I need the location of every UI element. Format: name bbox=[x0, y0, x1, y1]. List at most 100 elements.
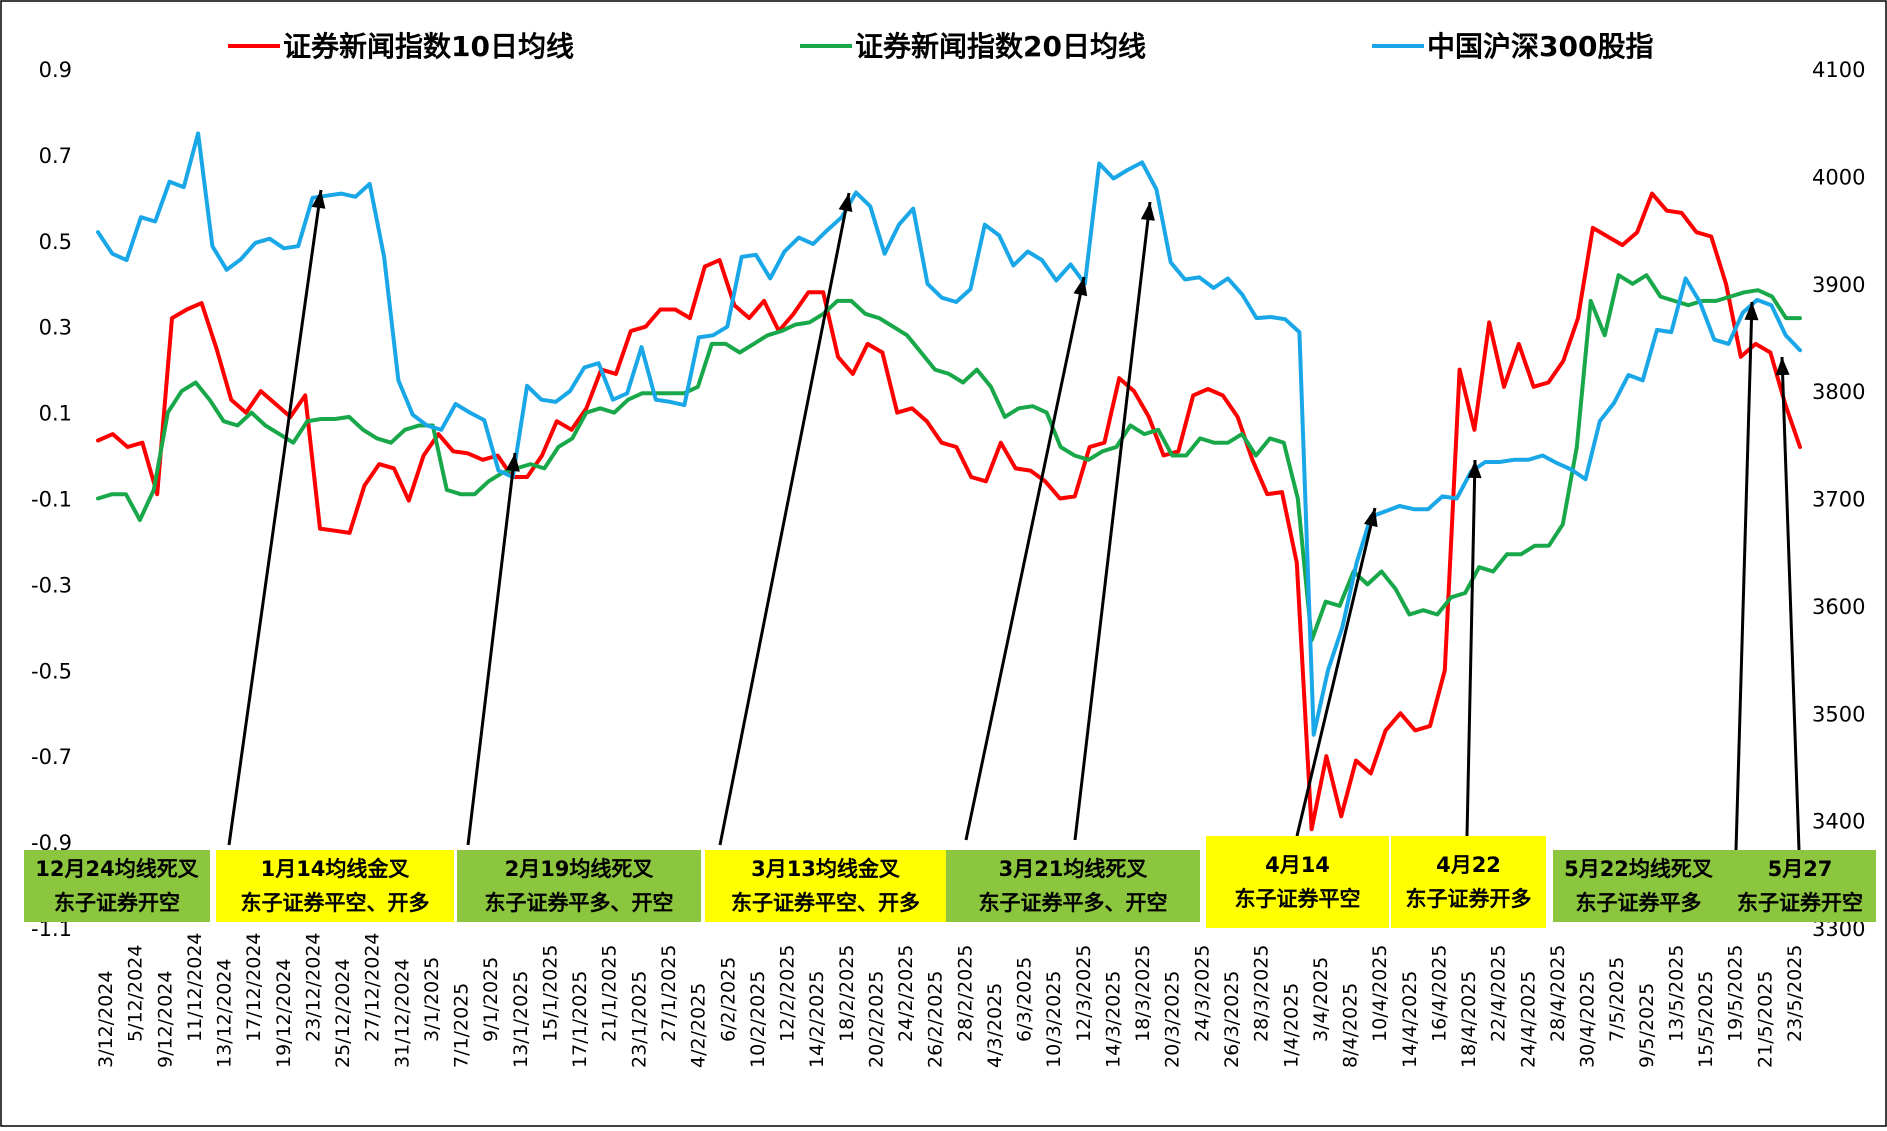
annotation-action: 东子证券开空 bbox=[1737, 891, 1863, 915]
x-tick-label: 14/4/2025 bbox=[1399, 971, 1421, 1068]
annotation-arrow bbox=[1734, 301, 1754, 851]
x-tick-label: 31/12/2024 bbox=[391, 958, 413, 1068]
series-line-1 bbox=[96, 273, 1802, 643]
x-tick-label: 12/2/2025 bbox=[777, 945, 799, 1042]
x-tick-label: 28/4/2025 bbox=[1547, 945, 1569, 1042]
annotation-action: 东子证券开空 bbox=[54, 891, 180, 915]
annotation-box-9: 5月27 东子证券开空 bbox=[1724, 850, 1876, 922]
left-tick-label: 0.9 bbox=[39, 58, 72, 82]
annotation-title: 3月13均线金叉 bbox=[751, 857, 900, 881]
x-tick-label: 23/5/2025 bbox=[1784, 945, 1806, 1042]
annotation-box-3: 2月19均线死叉 东子证券平多、开空 bbox=[457, 850, 701, 922]
left-tick-label: -0.5 bbox=[31, 659, 72, 683]
annotation-arrowhead bbox=[1744, 302, 1759, 321]
x-tick-label: 3/1/2025 bbox=[421, 957, 443, 1042]
x-tick-label: 15/5/2025 bbox=[1695, 971, 1717, 1068]
x-tick-label: 27/1/2025 bbox=[658, 945, 680, 1042]
left-tick-label: 0.7 bbox=[39, 144, 72, 168]
annotation-box-4: 3月13均线金叉 东子证券平空、开多 bbox=[705, 850, 946, 922]
annotation-arrowhead bbox=[1073, 277, 1088, 297]
x-tick-label: 18/3/2025 bbox=[1132, 945, 1154, 1042]
right-tick-label: 4100 bbox=[1812, 58, 1865, 82]
annotation-arrowhead bbox=[311, 190, 326, 209]
annotation-arrowhead bbox=[1140, 202, 1155, 221]
x-tick-label: 5/12/2024 bbox=[125, 945, 147, 1042]
x-tick-label: 4/2/2025 bbox=[688, 983, 710, 1068]
annotation-action: 东子证券平多、开空 bbox=[978, 891, 1168, 915]
right-tick-label: 3600 bbox=[1812, 595, 1865, 619]
plot-area bbox=[96, 131, 1802, 832]
x-tick-label: 24/2/2025 bbox=[895, 945, 917, 1042]
annotation-box-1: 12月24均线死叉 东子证券开空 bbox=[24, 850, 210, 922]
annotation-title: 5月27 bbox=[1767, 857, 1833, 881]
x-tick-label: 1/4/2025 bbox=[1280, 983, 1302, 1068]
annotation-title: 5月22均线死叉 bbox=[1564, 857, 1713, 881]
annotation-box-5: 3月21均线死叉 东子证券平多、开空 bbox=[946, 850, 1200, 922]
x-tick-label: 19/12/2024 bbox=[273, 958, 295, 1068]
left-tick-label: -0.3 bbox=[31, 573, 72, 597]
annotation-arrowhead bbox=[505, 453, 520, 472]
annotation-title: 12月24均线死叉 bbox=[35, 857, 199, 881]
x-tick-label: 27/12/2024 bbox=[362, 932, 384, 1042]
x-tick-label: 24/4/2025 bbox=[1517, 971, 1539, 1068]
annotation-arrow bbox=[1780, 356, 1801, 851]
x-axis: 3/12/2024 5/12/2024 9/12/2024 11/12/2024 13/… bbox=[95, 932, 1806, 1068]
legend-label-2: 中国沪深300股指 bbox=[1427, 30, 1653, 63]
x-tick-label: 9/5/2025 bbox=[1636, 983, 1658, 1068]
annotation-arrowhead bbox=[1467, 460, 1482, 479]
right-tick-label: 3800 bbox=[1812, 380, 1865, 404]
annotation-arrow bbox=[466, 452, 517, 846]
x-tick-label: 9/12/2024 bbox=[154, 971, 176, 1068]
x-tick-label: 28/2/2025 bbox=[954, 945, 976, 1042]
legend: 证券新闻指数10日均线 证券新闻指数20日均线 中国沪深300股指 bbox=[228, 30, 1653, 63]
annotation-arrowhead bbox=[1775, 357, 1790, 376]
x-tick-label: 11/12/2024 bbox=[184, 932, 206, 1042]
x-tick-label: 25/12/2024 bbox=[332, 958, 354, 1068]
x-tick-label: 10/4/2025 bbox=[1369, 945, 1391, 1042]
annotation-action: 东子证券平多 bbox=[1575, 891, 1702, 915]
annotation-arrowhead bbox=[838, 193, 853, 212]
left-tick-label: -0.7 bbox=[31, 745, 72, 769]
x-tick-label: 30/4/2025 bbox=[1577, 971, 1599, 1068]
annotation-title: 4月22 bbox=[1436, 853, 1501, 877]
x-tick-label: 23/1/2025 bbox=[628, 971, 650, 1068]
x-tick-label: 3/4/2025 bbox=[1310, 957, 1332, 1042]
left-tick-label: 0.1 bbox=[39, 402, 72, 426]
annotation-action: 东子证券平多、开空 bbox=[484, 891, 674, 915]
annotation-title: 1月14均线金叉 bbox=[260, 857, 410, 881]
x-tick-label: 12/3/2025 bbox=[1073, 945, 1095, 1042]
annotation-arrows bbox=[227, 189, 1801, 851]
x-tick-label: 8/4/2025 bbox=[1340, 983, 1362, 1068]
annotation-arrow bbox=[227, 189, 323, 846]
annotation-box-6: 4月14 东子证券平空 bbox=[1206, 836, 1389, 928]
x-tick-label: 18/4/2025 bbox=[1458, 971, 1480, 1068]
annotation-action: 东子证券平空、开多 bbox=[240, 891, 430, 915]
x-tick-label: 19/5/2025 bbox=[1725, 945, 1747, 1042]
x-tick-label: 18/2/2025 bbox=[836, 945, 858, 1042]
x-tick-label: 4/3/2025 bbox=[984, 983, 1006, 1068]
right-tick-label: 3500 bbox=[1812, 702, 1865, 726]
x-tick-label: 23/12/2024 bbox=[302, 932, 324, 1042]
x-tick-label: 16/4/2025 bbox=[1428, 945, 1450, 1042]
left-tick-label: 0.5 bbox=[39, 230, 72, 254]
x-tick-label: 20/3/2025 bbox=[1162, 971, 1184, 1068]
x-tick-label: 26/3/2025 bbox=[1221, 971, 1243, 1068]
annotation-box-2: 1月14均线金叉 东子证券平空、开多 bbox=[216, 850, 454, 922]
x-tick-label: 28/3/2025 bbox=[1251, 945, 1273, 1042]
left-tick-label: -0.1 bbox=[31, 488, 72, 512]
x-tick-label: 9/1/2025 bbox=[480, 957, 502, 1042]
x-tick-label: 13/1/2025 bbox=[510, 971, 532, 1068]
x-tick-label: 14/2/2025 bbox=[806, 971, 828, 1068]
x-tick-label: 21/5/2025 bbox=[1754, 971, 1776, 1068]
x-tick-label: 6/2/2025 bbox=[717, 957, 739, 1042]
annotation-arrow bbox=[1465, 459, 1477, 837]
x-tick-label: 14/3/2025 bbox=[1102, 971, 1124, 1068]
annotation-action: 东子证券平空 bbox=[1234, 887, 1361, 911]
annotation-arrow bbox=[1073, 201, 1152, 841]
series-line-0 bbox=[96, 191, 1802, 832]
annotation-title: 2月19均线死叉 bbox=[504, 857, 654, 881]
